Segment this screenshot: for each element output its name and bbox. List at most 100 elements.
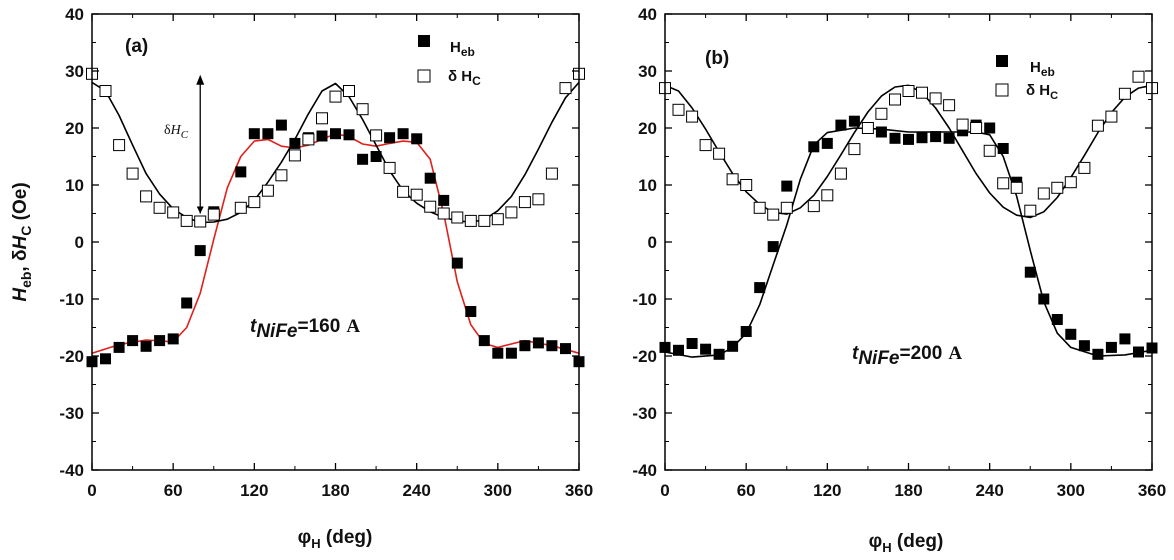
heb-point (370, 151, 382, 162)
panel-a-frame (91, 13, 580, 471)
y-tick-label: 30 (638, 62, 657, 81)
heb-point (397, 128, 409, 140)
y-tick-label: -10 (59, 290, 84, 309)
x-tick-label: 360 (565, 481, 593, 500)
dhc-point (153, 201, 166, 214)
dhc-point (99, 85, 112, 97)
dhc-point (929, 92, 942, 105)
y-tick-label: 10 (65, 176, 84, 195)
y-tick-label: -40 (59, 461, 84, 480)
dhc-point (397, 185, 410, 198)
panel-a-legend-dhc-label: δ HC (448, 68, 481, 88)
heb-point (1024, 266, 1036, 278)
heb-point (700, 343, 712, 355)
x-tick-label: 0 (87, 481, 96, 500)
dhc-point (288, 149, 301, 162)
x-tick-label: 60 (164, 481, 183, 500)
heb-point (465, 306, 477, 317)
panel-a-dhc-arrowhead (196, 74, 205, 85)
y-tick-label: -20 (59, 347, 84, 366)
heb-point (740, 326, 752, 337)
dhc-point (686, 110, 699, 123)
heb-point (916, 132, 928, 144)
x-tick-label: 0 (660, 481, 669, 500)
y-tick-label: 40 (638, 5, 657, 24)
heb-point (957, 125, 969, 137)
heb-point (930, 131, 942, 143)
x-tick-label: 120 (240, 481, 268, 500)
heb-point (519, 340, 531, 352)
dhc-point (329, 90, 342, 103)
dhc-point (248, 196, 261, 209)
heb-point (330, 128, 341, 140)
heb-point (1038, 293, 1050, 305)
heb-point (808, 141, 820, 153)
dhc-point (753, 201, 766, 214)
dhc-point (1118, 87, 1131, 100)
dhc-point (1051, 181, 1064, 194)
x-tick-label: 240 (402, 481, 430, 500)
dhc-point (1078, 161, 1091, 174)
panel-a-thickness-annotation: tNiFe=160 A (250, 316, 360, 342)
heb-point (127, 335, 139, 347)
panel-b-ticks: 0 60 120 180 240 300 360 -40 -30 -20 -10 0 10 20 30 40 (632, 5, 1166, 500)
dhc-point (726, 173, 739, 186)
dhc-point (1037, 187, 1050, 200)
dhc-point (464, 214, 477, 227)
x-tick-label: 180 (894, 481, 922, 500)
heb-point (1092, 348, 1104, 360)
heb-point (754, 282, 766, 294)
heb-point (140, 340, 152, 352)
dhc-point (740, 179, 753, 191)
dhc-point (140, 190, 153, 203)
heb-point (1078, 340, 1090, 352)
dhc-point (807, 200, 820, 213)
dhc-point (234, 201, 247, 214)
dhc-point (780, 201, 793, 214)
dhc-point (207, 208, 220, 221)
heb-point (424, 172, 436, 184)
heb-point (1065, 328, 1077, 340)
heb-point (343, 129, 355, 141)
y-axis-label: Heb, δHC (Oe) (10, 182, 34, 301)
y-tick-label: 10 (638, 176, 657, 195)
dhc-point (1132, 70, 1145, 83)
dhc-point (126, 167, 139, 180)
heb-point (289, 137, 301, 149)
heb-point (357, 153, 369, 165)
heb-point (875, 126, 887, 138)
heb-point (546, 340, 558, 352)
heb-point (848, 115, 860, 127)
panel-b-x-axis-label: φH (deg) (869, 531, 944, 555)
dhc-point (356, 103, 369, 116)
dhc-point (713, 147, 726, 160)
y-tick-label: 20 (638, 119, 657, 138)
heb-point (113, 341, 125, 353)
dhc-point (875, 107, 888, 120)
dhc-point (261, 184, 274, 197)
heb-point (889, 132, 901, 144)
heb-point (167, 333, 179, 345)
panel-a-label: (a) (125, 36, 148, 57)
y-tick-label: 40 (65, 5, 84, 24)
x-tick-label: 120 (813, 481, 841, 500)
panel-b-legend-dhc-label: δ HC (1026, 82, 1058, 102)
panel-b-legend-heb-marker (996, 55, 1008, 67)
x-tick-label: 180 (321, 481, 349, 500)
dhc-point (478, 214, 491, 227)
panel-a-x-axis-label: φH (deg) (298, 527, 373, 551)
heb-point (767, 241, 779, 253)
dhc-point (956, 118, 969, 131)
dhc-point (983, 144, 996, 157)
panel-a-legend-dhc-marker (417, 69, 431, 83)
heb-point (1105, 341, 1117, 353)
dhc-point (113, 139, 126, 152)
dhc-point (821, 189, 834, 202)
y-tick-label: -30 (632, 404, 657, 423)
dhc-point (1064, 176, 1077, 189)
y-tick-label: 20 (65, 119, 84, 138)
panel-a-legend-heb-label: Heb (450, 39, 475, 59)
dhc-point (889, 93, 901, 106)
dhc-point (767, 208, 780, 221)
